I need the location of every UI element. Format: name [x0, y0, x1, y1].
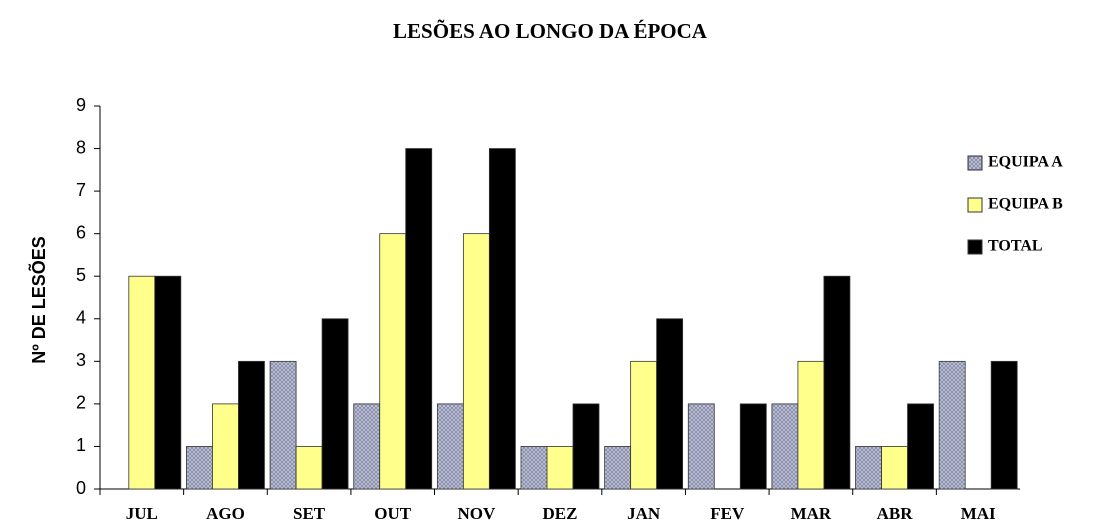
x-tick-label: JAN [627, 504, 661, 523]
y-tick-label: 5 [76, 265, 86, 285]
legend-swatch [967, 155, 983, 171]
legend-label: EQUIPA A [988, 154, 1063, 171]
bar [321, 318, 349, 490]
legend-swatch [967, 239, 983, 255]
legend-label: TOTAL [988, 238, 1043, 255]
bar [907, 403, 934, 490]
y-tick-label: 8 [76, 137, 86, 157]
bar [436, 403, 464, 490]
y-tick-label: 4 [76, 308, 86, 328]
bar [238, 360, 265, 490]
bar [739, 403, 767, 490]
x-tick-label: SET [293, 504, 326, 523]
x-tick-label: JUL [126, 504, 158, 523]
bar [687, 403, 715, 490]
x-tick-label: FEV [710, 504, 745, 523]
bar [771, 403, 799, 490]
x-tick-label: AGO [206, 504, 245, 523]
y-tick-label: 6 [76, 222, 86, 242]
bar [128, 275, 156, 490]
y-tick-label: 3 [76, 350, 86, 370]
x-tick-label: OUT [374, 504, 412, 523]
bar [295, 446, 323, 490]
bar [154, 275, 182, 490]
y-tick-label: 7 [76, 180, 86, 200]
y-tick-label: 0 [76, 478, 86, 498]
bar [520, 446, 548, 490]
bar [656, 318, 684, 490]
bar [855, 446, 882, 490]
legend-label: EQUIPA B [988, 196, 1063, 213]
bar [212, 403, 239, 490]
x-tick-label: DEZ [543, 504, 578, 523]
chart-title: LESÕES AO LONGO DA ÉPOCA [393, 19, 708, 43]
y-tick-label: 9 [76, 95, 86, 115]
bar [379, 233, 407, 490]
legend-swatch [967, 197, 983, 213]
bar [604, 446, 632, 490]
bar [488, 148, 516, 490]
bar [353, 403, 381, 490]
bar [938, 360, 966, 490]
bar [405, 148, 433, 490]
x-tick-label: NOV [457, 504, 496, 523]
bar [881, 446, 908, 490]
bar [546, 446, 574, 490]
bar [823, 275, 851, 490]
bar [572, 403, 600, 490]
x-tick-label: MAI [961, 504, 996, 523]
bar [797, 360, 825, 490]
bar [462, 233, 490, 490]
bar [186, 446, 213, 490]
y-tick-label: 1 [76, 435, 86, 455]
y-axis-label: Nº DE LESÕES [28, 236, 49, 364]
bar [630, 360, 658, 490]
bar [990, 360, 1018, 490]
bar [269, 360, 297, 490]
x-tick-label: ABR [877, 504, 914, 523]
y-tick-label: 2 [76, 393, 86, 413]
x-tick-label: MAR [791, 504, 832, 523]
